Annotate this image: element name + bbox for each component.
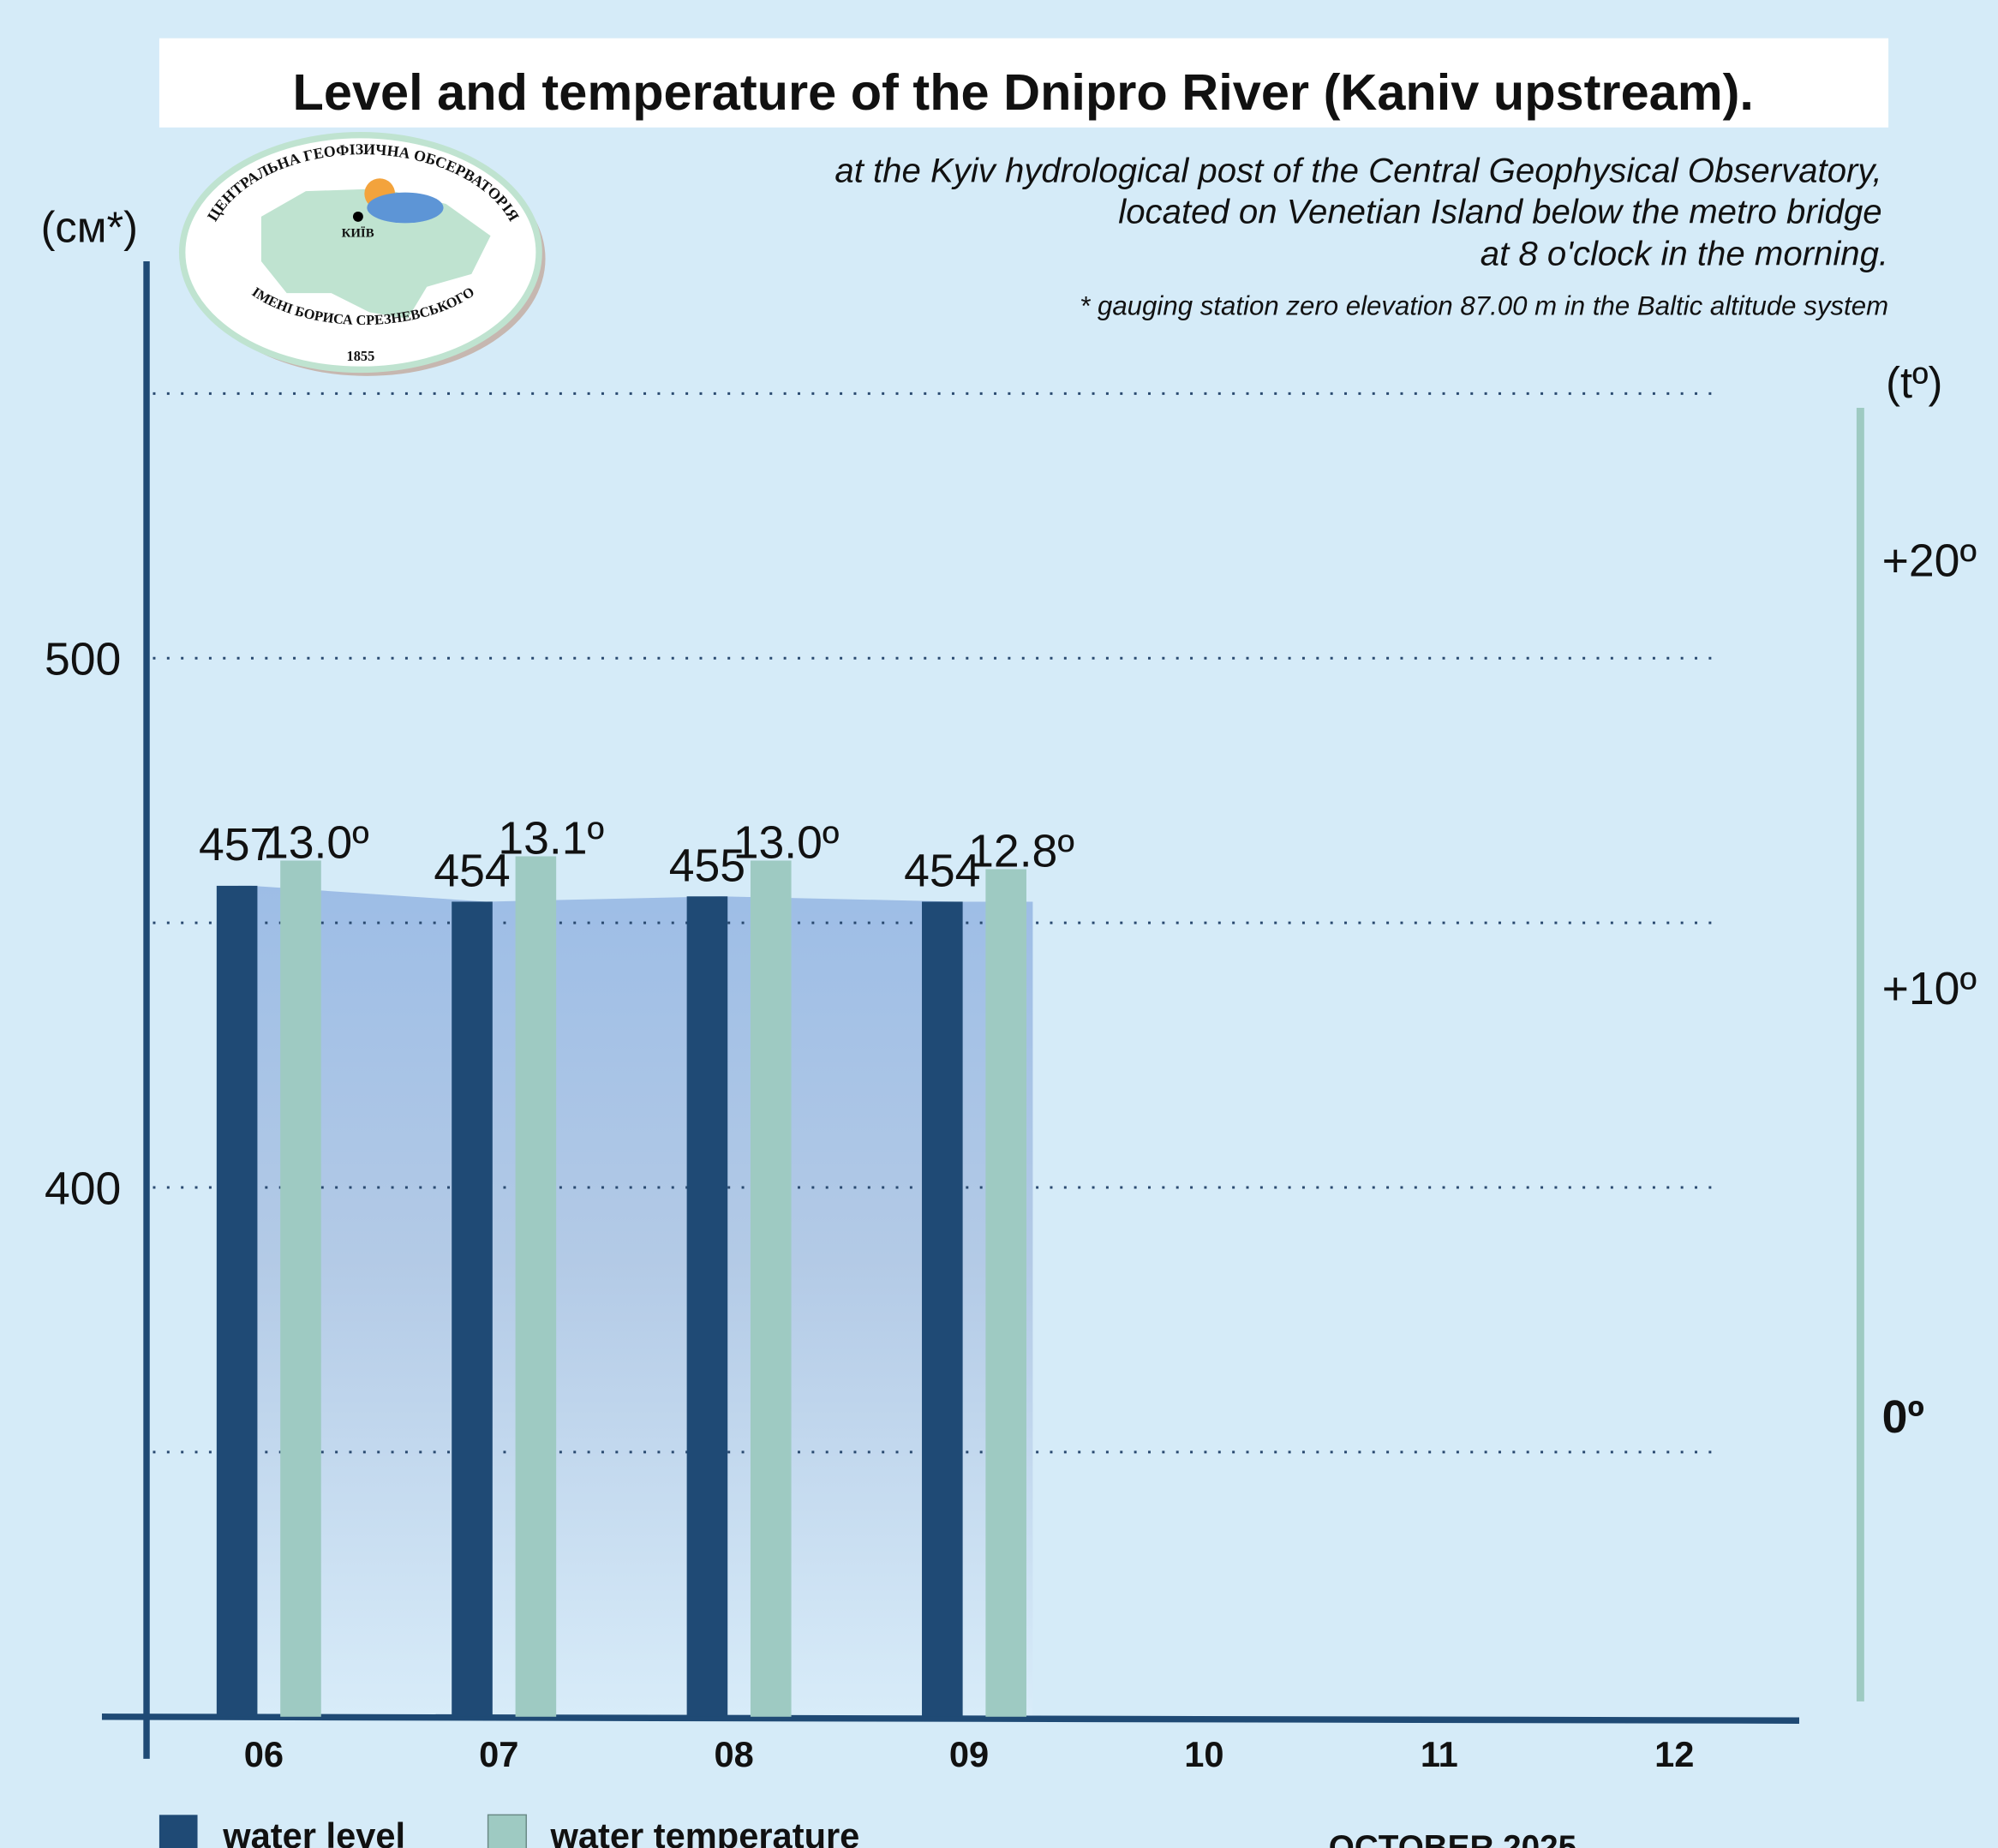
logo-year: 1855 <box>347 348 375 364</box>
bar <box>280 860 321 1717</box>
footnote: * gauging station zero elevation 87.00 m… <box>1080 290 1888 320</box>
y2-axis-label: (tº) <box>1886 358 1942 407</box>
x-tick-label: 11 <box>1421 1734 1458 1774</box>
x-tick-label: 06 <box>244 1734 284 1774</box>
subtitle: located on Venetian Island below the met… <box>1118 192 1881 230</box>
bar <box>686 896 728 1717</box>
data-label: 13.1º <box>498 813 604 864</box>
legend-swatch <box>487 1814 527 1848</box>
data-label: 454 <box>434 846 510 897</box>
x-tick-label: 09 <box>949 1734 989 1774</box>
bar <box>515 856 557 1717</box>
x-tick-label: 12 <box>1654 1734 1694 1774</box>
y-axis-label: (см*) <box>41 203 138 252</box>
subtitle: at the Kyiv hydrological post of the Cen… <box>834 152 1881 190</box>
y-tick-label: 400 <box>45 1163 121 1214</box>
data-label: 457 <box>199 820 275 870</box>
bar <box>452 901 493 1717</box>
logo-city: КИЇВ <box>342 227 374 241</box>
legend-swatch <box>159 1815 198 1848</box>
level-area <box>238 885 1033 1717</box>
y2-tick-label: +10º <box>1882 964 1977 1014</box>
x-axis <box>101 1713 1799 1724</box>
data-label: 454 <box>904 846 980 897</box>
x-tick-label: 07 <box>479 1734 518 1774</box>
y2-tick-label: +20º <box>1882 536 1977 587</box>
title-box <box>159 38 1889 128</box>
y2-tick-label: 0º <box>1882 1392 1924 1443</box>
x-tick-label: 10 <box>1184 1734 1223 1774</box>
data-label: 455 <box>669 840 745 891</box>
logo-dot <box>352 211 363 222</box>
logo: КИЇВ ЦЕНТРАЛЬНА ГЕОФІЗИЧНА ОБСЕРВАТОРІЯ … <box>178 131 546 376</box>
subtitle: at 8 o'clock in the morning. <box>1481 234 1888 272</box>
bar <box>985 869 1026 1717</box>
bar <box>922 901 963 1717</box>
bar <box>216 885 258 1717</box>
data-label: 13.0º <box>263 817 369 868</box>
x-tick-label: 08 <box>714 1734 753 1774</box>
logo-map <box>260 188 491 319</box>
logo-cloud <box>367 192 444 224</box>
data-label: 13.0º <box>733 817 840 868</box>
y-tick-label: 500 <box>45 635 121 685</box>
bar <box>750 860 792 1717</box>
legend-label: water temperature <box>549 1815 859 1848</box>
legend-label: water level <box>222 1815 405 1848</box>
x-axis-label: OCTOBER 2025 <box>1329 1829 1576 1848</box>
chart-title: Level and temperature of the Dnipro Rive… <box>293 63 1754 121</box>
data-label: 12.8º <box>968 826 1074 876</box>
plot: 400 500 0º +10º +20º 06 07 08 09 10 11 12 457 454 455 4… <box>45 260 1977 1848</box>
